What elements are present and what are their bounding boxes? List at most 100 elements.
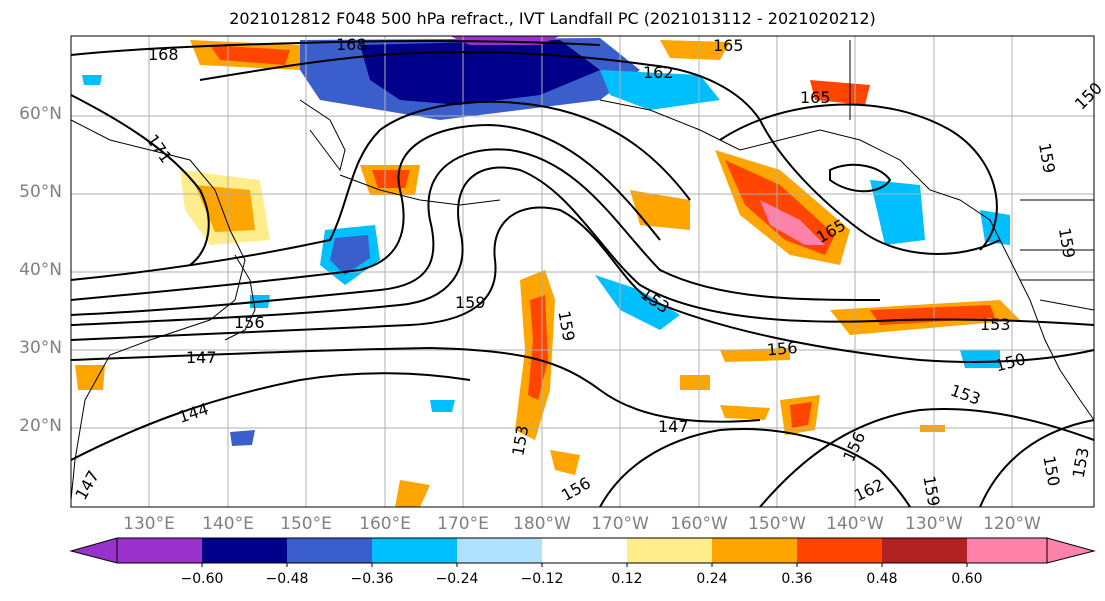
lon-label: 130°W	[905, 514, 963, 534]
colorbar-segment	[712, 538, 797, 563]
lon-label: 150°W	[748, 514, 806, 534]
shade-blue-mid3	[870, 180, 925, 245]
contour-label: 147	[186, 348, 217, 367]
colorbar-tick-label: 0.36	[781, 571, 813, 587]
contour-label: 168	[148, 45, 179, 64]
lon-label: 140°E	[202, 514, 254, 534]
shade-pink-goa	[760, 200, 825, 245]
contour-165	[199, 51, 1001, 255]
colorbar-tick-label: 0.60	[951, 571, 983, 587]
contour-150	[70, 206, 1095, 363]
shade-blue-small1	[430, 400, 455, 412]
colorbar-tick-label: 0.24	[696, 571, 728, 587]
lon-label: 160°W	[670, 514, 728, 534]
colorbar-tick-label: −0.48	[265, 571, 309, 587]
contour-label: 156	[234, 313, 265, 332]
colorbar-segment	[202, 538, 287, 563]
colorbar-segment	[882, 538, 967, 563]
colorbar	[69, 537, 1096, 567]
lon-label: 120°W	[983, 514, 1041, 534]
coast-aleutians	[339, 174, 501, 206]
contour-168	[70, 39, 601, 56]
shade-darkblue-north	[360, 40, 600, 105]
shade-red-sub7	[372, 170, 410, 188]
contour-144	[70, 372, 471, 461]
lat-label: 40°N	[19, 260, 62, 280]
shade-red-sub3	[790, 402, 812, 428]
shade-red-sub1	[528, 295, 548, 400]
contour-153	[70, 166, 1095, 326]
map-title: 2021012812 F048 500 hPa refract., IVT La…	[229, 9, 876, 28]
contour-label: 162	[643, 63, 674, 82]
contour-156	[70, 148, 881, 316]
shade-blue-small4	[82, 75, 102, 85]
colorbar-tick-label: −0.60	[180, 571, 224, 587]
contour-label: 159	[455, 293, 486, 312]
shade-orange-sub4	[720, 405, 770, 420]
shade-blue-mid2	[595, 275, 680, 330]
map-frame	[70, 35, 1095, 508]
contour-label: 147	[658, 417, 689, 436]
colorbar-segment	[457, 538, 542, 563]
shade-lightblue-north	[600, 70, 720, 110]
coast-alaska	[599, 99, 991, 221]
contour-label: 165	[800, 88, 831, 107]
contour-closed1	[829, 163, 892, 193]
shade-orange-west-core	[195, 185, 255, 232]
colorbar-tick-label: 0.48	[866, 571, 898, 587]
lat-label: 30°N	[19, 338, 62, 358]
contour-south1	[599, 428, 911, 508]
shade-orange-ne	[660, 40, 730, 60]
lon-label: 140°W	[826, 514, 884, 534]
contour-171	[70, 94, 210, 266]
colorbar-outline	[116, 537, 1048, 564]
lon-label: 170°E	[437, 514, 489, 534]
lon-label: 170°W	[591, 514, 649, 534]
height-contours	[70, 39, 1095, 508]
colorbar-tick-label: −0.12	[520, 571, 564, 587]
contour-south3	[979, 419, 1095, 508]
contour-label: 168	[336, 35, 367, 54]
shade-blue-mid1-core	[330, 235, 370, 275]
colorbar-extend-right	[1046, 537, 1096, 564]
shade-orange-sub10	[680, 375, 710, 390]
colorbar-extend-left	[69, 537, 118, 564]
coast-kamchatka	[299, 99, 346, 172]
colorbar-segment	[967, 538, 1047, 563]
colorbar-segment	[627, 538, 712, 563]
contour-south2	[759, 408, 1095, 508]
lon-label: 130°E	[123, 514, 175, 534]
contour-162	[70, 100, 691, 281]
contour-label: 165	[713, 36, 744, 55]
contour-159	[70, 123, 661, 301]
contour-ridge	[719, 103, 998, 251]
shade-orange-small1	[75, 365, 105, 390]
coast-us-states	[1020, 249, 1095, 311]
lat-label: 60°N	[19, 104, 62, 124]
shade-red-nw	[210, 45, 290, 65]
lon-label: 150°E	[280, 514, 332, 534]
shade-blue-mid4	[960, 350, 1000, 368]
lat-label: 20°N	[19, 416, 62, 436]
coast-canada-border	[849, 40, 1094, 201]
colorbar-segment	[797, 538, 882, 563]
colorbar-segment	[372, 538, 457, 563]
colorbar-segment	[117, 538, 202, 563]
coast-namerica	[989, 219, 1095, 421]
shade-blue-small2	[230, 430, 255, 446]
colorbar-tick-label: 0.12	[611, 571, 643, 587]
contour-147	[70, 346, 761, 423]
lon-label: 160°E	[359, 514, 411, 534]
shade-orange-sub6	[550, 450, 580, 475]
colorbar-segment	[542, 538, 627, 563]
contour-label: 153	[980, 315, 1011, 334]
lon-label: 180°W	[513, 514, 571, 534]
shade-orange-sub9	[720, 348, 790, 362]
contour-label: 156	[766, 338, 798, 360]
colorbar-tick-label: −0.24	[435, 571, 479, 587]
colorbar-segment	[287, 538, 372, 563]
colorbar-tick-label: −0.36	[350, 571, 394, 587]
shade-orange-sub5	[395, 480, 430, 507]
lat-label: 50°N	[19, 182, 62, 202]
